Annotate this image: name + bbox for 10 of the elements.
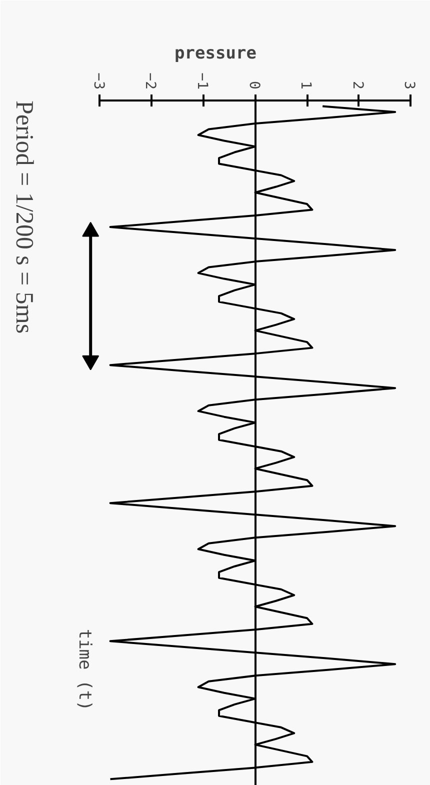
x-tick-label: −2 xyxy=(142,72,158,90)
x-tick-label: 0 xyxy=(246,81,262,90)
x-tick-label: −1 xyxy=(194,72,210,90)
x-tick-label: 2 xyxy=(349,81,366,90)
x-tick-label: 1 xyxy=(298,81,314,90)
text: Period = 1/200 s = 5ms xyxy=(10,100,38,334)
x-tick-label: 3 xyxy=(401,81,418,90)
x-axis-title: pressure xyxy=(174,44,256,64)
x-tick-label: −3 xyxy=(90,72,106,90)
y-axis-title: time (t) xyxy=(74,628,94,711)
